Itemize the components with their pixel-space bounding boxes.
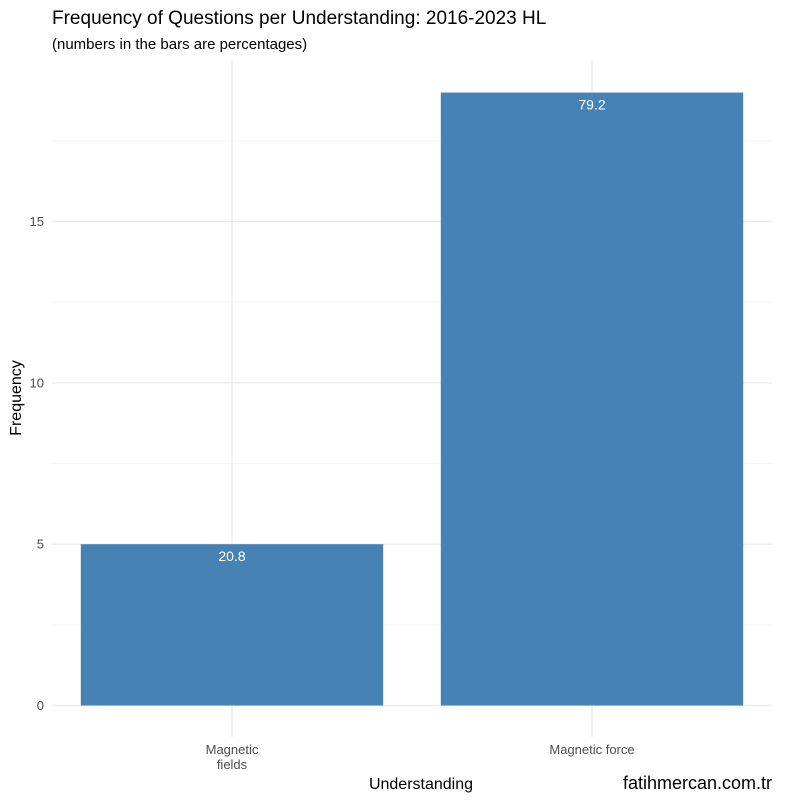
bar-value-label: 20.8	[218, 548, 245, 564]
x-axis-title: Understanding	[369, 776, 473, 793]
y-axis-title: Frequency	[8, 360, 25, 436]
bar-value-label: 79.2	[578, 97, 605, 113]
y-tick-label: 10	[30, 375, 44, 390]
y-axis-ticks: 0 5 10 15	[30, 214, 44, 713]
chart-title: Frequency of Questions per Understanding…	[52, 8, 546, 29]
bar	[80, 544, 384, 706]
y-tick-label: 0	[37, 698, 44, 713]
watermark-text: fatihmercan.com.tr	[623, 773, 772, 793]
bars	[80, 92, 744, 706]
x-tick-label: Magnetic fields	[206, 742, 259, 772]
y-tick-label: 5	[37, 537, 44, 552]
bar-labels: 20.8 79.2	[218, 97, 605, 565]
bar	[440, 92, 744, 706]
x-tick-label: Magnetic force	[549, 742, 634, 757]
chart-subtitle: (numbers in the bars are percentages)	[52, 36, 307, 53]
y-tick-label: 15	[30, 214, 44, 229]
x-axis-ticks: Magnetic fields Magnetic force	[206, 742, 635, 772]
